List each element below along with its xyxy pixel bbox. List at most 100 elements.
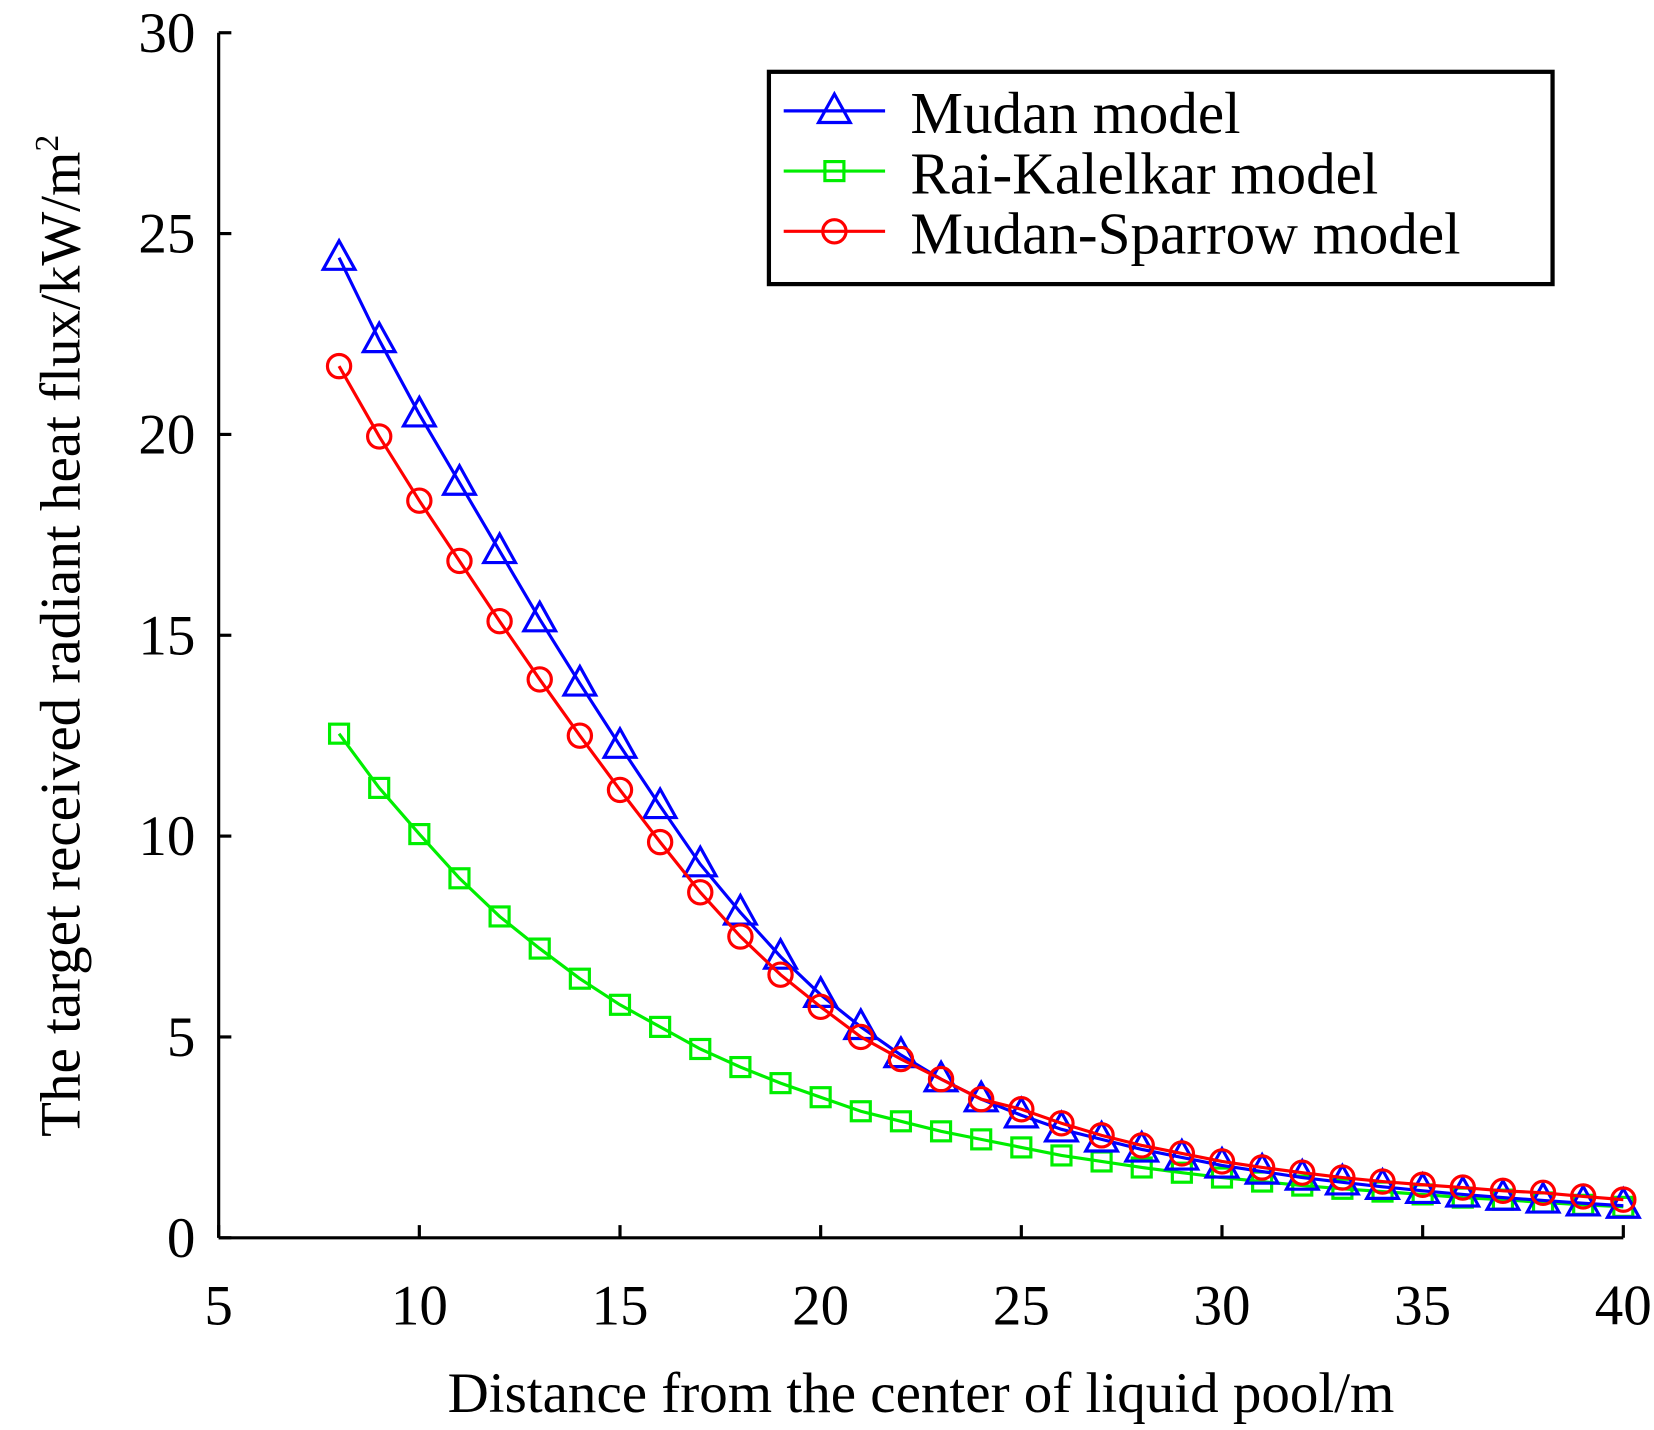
series-group <box>320 237 1642 1219</box>
square-marker <box>1050 1144 1073 1167</box>
circle-marker <box>1449 1174 1476 1201</box>
circle-marker <box>1168 1140 1196 1167</box>
x-tick-label: 25 <box>993 1274 1050 1337</box>
circle-marker <box>807 993 834 1021</box>
square-marker <box>448 867 471 890</box>
x-tick-label: 35 <box>1394 1274 1451 1337</box>
square-marker <box>1170 1161 1193 1184</box>
circle-marker <box>1610 1186 1637 1213</box>
circle-marker <box>1248 1154 1276 1181</box>
circle-marker <box>727 923 754 950</box>
legend-triangle-icon <box>815 90 853 125</box>
circle-marker <box>1489 1177 1517 1204</box>
square-marker <box>568 967 591 990</box>
circle-marker <box>1529 1179 1557 1206</box>
x-tick-label: 10 <box>391 1274 448 1337</box>
legend-label: Mudan model <box>910 80 1240 146</box>
square-marker <box>809 1086 832 1109</box>
circle-marker <box>566 722 594 749</box>
circle-marker <box>1128 1132 1155 1159</box>
x-tick-label: 5 <box>204 1274 233 1337</box>
triangle-marker <box>400 394 438 428</box>
square-marker <box>1010 1136 1033 1159</box>
circle-marker <box>1329 1164 1356 1191</box>
circle-marker <box>847 1023 874 1051</box>
triangle-marker <box>641 785 679 820</box>
triangle-marker <box>320 237 358 271</box>
legend-label: Mudan-Sparrow model <box>910 200 1460 266</box>
x-axis-label: Distance from the center of liquid pool/… <box>448 1362 1395 1425</box>
circle-marker <box>1208 1148 1236 1175</box>
square-marker <box>729 1055 752 1079</box>
triangle-marker <box>1564 1183 1602 1217</box>
series-line <box>337 256 1624 1208</box>
square-marker <box>1331 1177 1354 1200</box>
legend-square-icon <box>823 160 846 183</box>
circle-marker <box>687 879 714 906</box>
circle-marker <box>887 1045 915 1073</box>
circle-marker <box>486 608 513 635</box>
circle-marker <box>1048 1110 1075 1137</box>
x-tick-label: 20 <box>792 1274 849 1337</box>
legend-circle-icon <box>821 218 848 245</box>
x-tick-label: 40 <box>1595 1274 1652 1337</box>
square-marker <box>889 1110 913 1133</box>
y-tick-label: 30 <box>138 2 195 65</box>
circle-marker <box>325 352 353 380</box>
circle-marker <box>406 487 433 514</box>
circle-marker <box>646 828 674 856</box>
legend-label: Rai-Kalelkar model <box>910 140 1378 206</box>
square-marker <box>970 1128 993 1151</box>
triangle-marker <box>681 844 719 878</box>
x-tick-label: 30 <box>1193 1274 1250 1337</box>
y-axis-label-main: The target received radiant heat flux/kW… <box>29 152 92 1137</box>
y-tick-label: 25 <box>138 203 195 266</box>
circle-marker <box>446 547 473 575</box>
y-tick-label: 20 <box>138 403 195 466</box>
square-marker <box>368 776 391 799</box>
triangle-marker <box>360 319 398 354</box>
circle-marker <box>927 1065 955 1093</box>
circle-marker <box>767 961 794 988</box>
triangle-marker <box>481 530 519 565</box>
circle-marker <box>365 423 393 450</box>
square-marker <box>649 1015 672 1038</box>
y-tick-label: 0 <box>167 1207 196 1270</box>
square-marker <box>488 905 511 928</box>
triangle-marker <box>761 936 800 970</box>
series-rai-kalelkar-model <box>327 722 1635 1218</box>
legend-box <box>766 69 1555 287</box>
circle-marker <box>967 1086 995 1113</box>
series-mudan-model <box>320 237 1642 1219</box>
circle-marker <box>1008 1096 1035 1123</box>
series-mudan-sparrow-model <box>325 352 1637 1213</box>
triangle-marker <box>1484 1177 1522 1211</box>
triangle-marker <box>561 663 599 697</box>
triangle-marker <box>1363 1166 1402 1200</box>
x-tick-label: 15 <box>591 1274 648 1337</box>
y-axis-label: The target received radiant heat flux/kW… <box>29 135 92 1137</box>
circle-marker <box>1569 1183 1597 1210</box>
square-marker <box>689 1037 712 1061</box>
triangle-marker <box>1404 1170 1442 1204</box>
y-tick-label: 5 <box>167 1006 196 1069</box>
series-line <box>337 732 1624 1209</box>
triangle-marker <box>1604 1185 1642 1219</box>
circle-marker <box>606 776 634 804</box>
circle-marker <box>526 666 553 693</box>
square-marker <box>528 937 551 960</box>
triangle-marker <box>1444 1174 1482 1208</box>
square-marker <box>327 722 351 745</box>
y-tick-label: 10 <box>138 805 195 868</box>
series-line <box>337 365 1624 1202</box>
circle-marker <box>1409 1171 1436 1198</box>
square-marker <box>849 1100 872 1123</box>
square-marker <box>608 993 632 1016</box>
square-marker <box>929 1120 953 1143</box>
circle-marker <box>1088 1122 1115 1149</box>
triangle-marker <box>521 599 559 633</box>
triangle-marker <box>1524 1180 1562 1214</box>
